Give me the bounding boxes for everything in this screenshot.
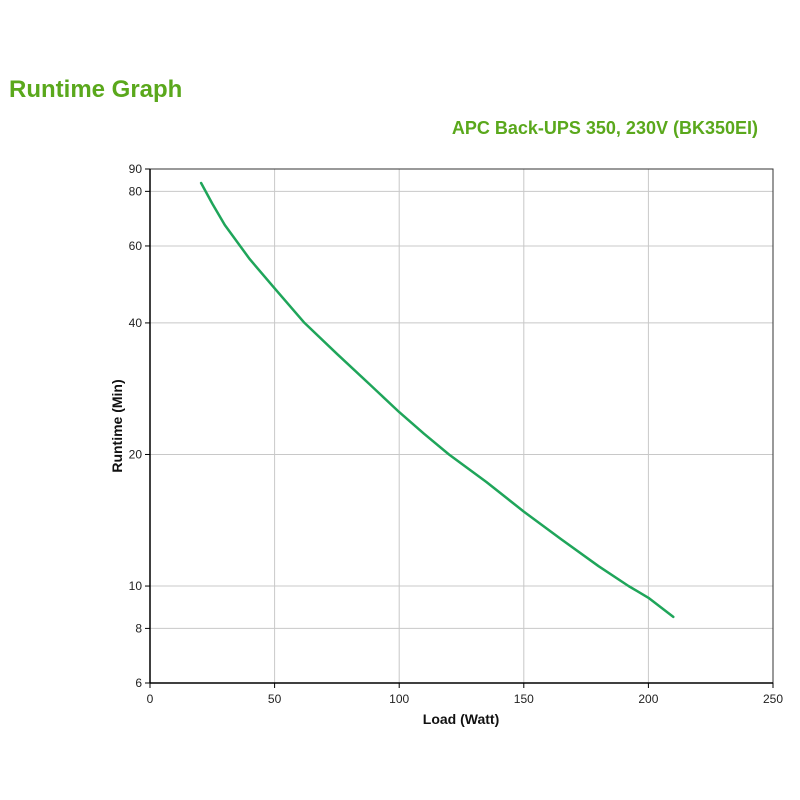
y-tick-label: 90 bbox=[129, 162, 143, 176]
x-tick-label: 200 bbox=[638, 692, 658, 706]
y-tick-label: 60 bbox=[129, 239, 143, 253]
chart-subtitle: APC Back-UPS 350, 230V (BK350EI) bbox=[451, 118, 758, 138]
y-axis-title: Runtime (Min) bbox=[109, 379, 125, 472]
page-title: Runtime Graph bbox=[9, 76, 183, 103]
y-axis-ticks: 6 8 10 20 40 60 80 90 bbox=[129, 162, 150, 690]
x-tick-label: 50 bbox=[268, 692, 282, 706]
x-axis-ticks: 0 50 100 150 200 250 bbox=[147, 683, 783, 706]
x-axis-title: Load (Watt) bbox=[423, 711, 499, 727]
x-tick-label: 150 bbox=[514, 692, 534, 706]
grid-lines bbox=[150, 169, 773, 683]
runtime-curve bbox=[199, 181, 675, 619]
x-tick-label: 0 bbox=[147, 692, 154, 706]
axes bbox=[149, 168, 774, 684]
y-tick-label: 8 bbox=[135, 621, 142, 635]
y-tick-label: 40 bbox=[129, 316, 143, 330]
x-tick-label: 250 bbox=[763, 692, 783, 706]
y-tick-label: 80 bbox=[129, 184, 143, 198]
y-tick-label: 10 bbox=[129, 579, 143, 593]
x-tick-label: 100 bbox=[389, 692, 409, 706]
y-tick-label: 6 bbox=[135, 676, 142, 690]
y-tick-label: 20 bbox=[129, 447, 143, 461]
